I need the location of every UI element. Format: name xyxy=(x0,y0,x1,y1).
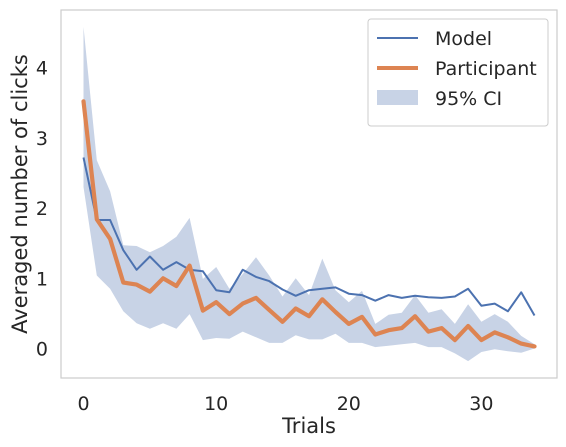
x-tick-label: 10 xyxy=(204,393,228,415)
ci-band-layer xyxy=(83,26,535,362)
y-tick-labels: 0 1 2 3 4 xyxy=(36,58,48,361)
x-tick-labels: 0 10 20 30 xyxy=(77,393,493,415)
ci-band xyxy=(83,26,535,362)
y-tick-label: 2 xyxy=(36,198,48,220)
y-tick-label: 3 xyxy=(36,128,48,150)
legend-swatch-ci xyxy=(377,90,418,105)
series-line-participant xyxy=(81,99,537,349)
series-line-model xyxy=(82,157,536,316)
legend-label-model: Model xyxy=(435,28,492,50)
x-tick-label: 30 xyxy=(469,393,493,415)
legend: Model Participant 95% CI xyxy=(367,18,549,127)
x-axis-label: Trials xyxy=(281,414,336,438)
y-tick-label: 4 xyxy=(36,58,48,80)
series-line-layer xyxy=(81,99,537,349)
x-tick-label: 0 xyxy=(77,393,89,415)
y-axis-label: Averaged number of clicks xyxy=(8,54,32,334)
y-tick-label: 0 xyxy=(36,339,48,361)
legend-label-participant: Participant xyxy=(435,58,537,80)
y-tick-label: 1 xyxy=(36,268,48,290)
x-tick-label: 20 xyxy=(337,393,361,415)
legend-label-ci: 95% CI xyxy=(435,88,502,110)
